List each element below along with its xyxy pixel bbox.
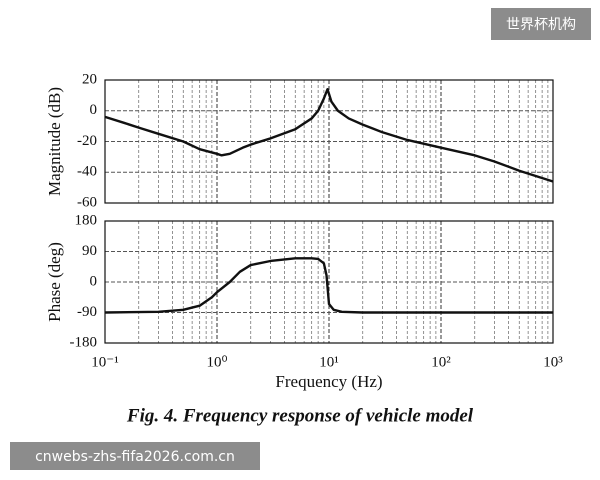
- y-tick-label: 0: [90, 102, 98, 118]
- plot-frame: [104, 220, 554, 344]
- y-tick-label: 20: [82, 71, 97, 87]
- x-tick-label: 10²: [431, 354, 451, 370]
- x-tick-label: 10⁻¹: [91, 354, 118, 370]
- y-axis-label: Magnitude (dB): [45, 87, 64, 196]
- y-tick-label: 90: [82, 243, 97, 259]
- data-line: [104, 88, 554, 183]
- caption: Fig. 4. Frequency response of vehicle mo…: [126, 405, 474, 426]
- data-line: [104, 257, 553, 314]
- y-tick-label: -40: [77, 164, 97, 180]
- y-axis-label: Phase (deg): [45, 242, 64, 322]
- y-tick-label: 0: [90, 273, 98, 289]
- y-tick-label: -180: [70, 334, 98, 350]
- watermark: 世界杯机构: [506, 17, 576, 33]
- x-tick-label: 10⁰: [206, 354, 227, 370]
- y-tick-label: -60: [77, 194, 97, 210]
- x-tick-label: 10¹: [319, 354, 339, 370]
- y-tick-label: -90: [77, 304, 97, 320]
- x-axis-label: Frequency (Hz): [275, 372, 382, 391]
- watermark-box: [491, 8, 591, 40]
- watermark-box: [10, 442, 260, 470]
- plot-frame: [104, 79, 554, 204]
- x-tick-label: 10³: [543, 354, 563, 370]
- watermark: cnwebs-zhs-fifa2026.com.cn: [35, 449, 235, 465]
- y-tick-label: 180: [75, 212, 98, 228]
- y-tick-label: -20: [77, 133, 97, 149]
